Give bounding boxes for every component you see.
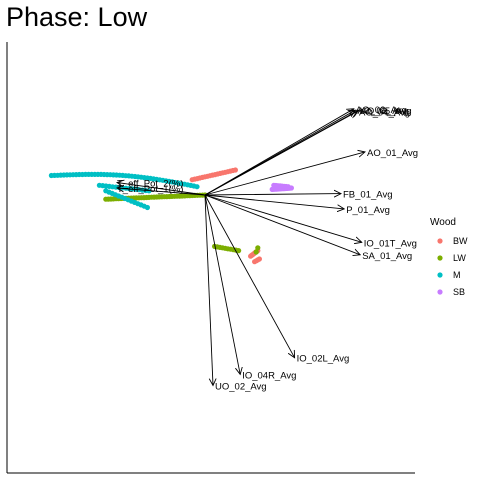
arrow-label: FB_01_Avg xyxy=(343,190,392,201)
loading-arrow xyxy=(204,194,360,255)
legend-label: LW xyxy=(453,253,466,263)
arrow-label: AO_03_Avg xyxy=(357,106,408,117)
chart-title: Phase: Low xyxy=(6,2,148,32)
arrow-label: AO_04_Avg xyxy=(359,108,410,119)
arrow-label: AO_02_Avg xyxy=(356,105,407,116)
data-point xyxy=(253,249,259,255)
plot-axes xyxy=(6,42,415,474)
points-layer xyxy=(48,167,294,265)
loading-arrow xyxy=(204,110,359,196)
arrow-label: IO_04R_Avg xyxy=(242,370,296,381)
arrow-label: AO_05_Avg xyxy=(361,106,412,117)
data-point xyxy=(236,248,242,254)
data-point xyxy=(232,167,238,173)
arrow-label: SA_01_Avg xyxy=(362,251,412,262)
loading-arrow xyxy=(117,183,206,196)
legend-label: BW xyxy=(453,236,468,246)
loading-arrow xyxy=(204,152,365,196)
arrow-label: P_01_Avg xyxy=(346,205,390,216)
arrow-label: T_eff_Pot_1(%) xyxy=(117,184,183,195)
loading-arrow xyxy=(204,194,240,374)
arrow-label: IO_02L_Avg xyxy=(297,354,350,365)
legend-key-sb xyxy=(437,289,443,295)
legend-key-bw xyxy=(437,238,443,244)
series-m xyxy=(48,171,200,211)
data-point xyxy=(194,184,200,190)
series-sb xyxy=(269,182,294,192)
data-point xyxy=(285,184,291,190)
legend-title: Wood xyxy=(430,217,456,228)
arrow-label: T_eff_Pot_2(%) xyxy=(117,179,183,190)
loading-arrow xyxy=(204,194,213,386)
legend: Wood BW LW M SB xyxy=(430,217,468,297)
loading-arrow xyxy=(204,194,362,242)
loading-arrow xyxy=(204,194,341,195)
loading-arrow xyxy=(117,188,206,196)
legend-label: M xyxy=(453,270,461,280)
data-point xyxy=(255,245,261,251)
legend-key-m xyxy=(437,272,443,278)
arrow-label: AO_01_Avg xyxy=(367,148,418,159)
arrow-label: IO_01T_Avg xyxy=(364,238,417,249)
data-point xyxy=(256,256,262,262)
legend-key-lw xyxy=(437,255,443,261)
data-point xyxy=(144,204,150,211)
loading-arrow xyxy=(204,194,295,358)
arrow-label: UO_02_Avg xyxy=(215,382,267,393)
loading-arrow xyxy=(204,194,344,209)
legend-label: SB xyxy=(453,287,465,297)
